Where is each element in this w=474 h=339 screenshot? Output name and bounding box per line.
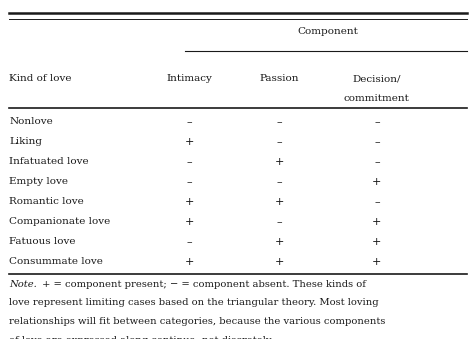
Text: Empty love: Empty love (9, 177, 68, 186)
Text: Romantic love: Romantic love (9, 197, 84, 206)
Text: Decision/: Decision/ (353, 74, 401, 83)
Text: Intimacy: Intimacy (167, 74, 212, 83)
Text: +: + (275, 157, 284, 167)
Text: Liking: Liking (9, 137, 43, 146)
Text: Kind of love: Kind of love (9, 74, 72, 83)
Text: +: + (275, 197, 284, 207)
Text: –: – (374, 117, 380, 127)
Text: –: – (277, 217, 283, 227)
Text: Infatuated love: Infatuated love (9, 157, 89, 166)
Text: +: + (372, 257, 382, 267)
Text: –: – (277, 177, 283, 187)
Text: +: + (372, 237, 382, 247)
Text: –: – (187, 117, 192, 127)
Text: +: + (185, 217, 194, 227)
Text: –: – (277, 137, 283, 147)
Text: +: + (372, 177, 382, 187)
Text: –: – (187, 177, 192, 187)
Text: –: – (187, 237, 192, 247)
Text: relationships will fit between categories, because the various components: relationships will fit between categorie… (9, 317, 386, 326)
Text: Note.: Note. (9, 280, 37, 289)
Text: –: – (277, 117, 283, 127)
Text: –: – (187, 157, 192, 167)
Text: –: – (374, 137, 380, 147)
Text: + = component present; − = component absent. These kinds of: + = component present; − = component abs… (39, 280, 366, 289)
Text: love represent limiting cases based on the triangular theory. Most loving: love represent limiting cases based on t… (9, 298, 379, 307)
Text: +: + (275, 257, 284, 267)
Text: Component: Component (298, 26, 359, 36)
Text: Companionate love: Companionate love (9, 217, 111, 226)
Text: +: + (185, 257, 194, 267)
Text: +: + (185, 197, 194, 207)
Text: Passion: Passion (260, 74, 300, 83)
Text: –: – (374, 157, 380, 167)
Text: Nonlove: Nonlove (9, 117, 53, 126)
Text: commitment: commitment (344, 94, 410, 103)
Text: –: – (374, 197, 380, 207)
Text: Fatuous love: Fatuous love (9, 237, 76, 246)
Text: of love are expressed along continua, not discretely.: of love are expressed along continua, no… (9, 336, 273, 339)
Text: +: + (372, 217, 382, 227)
Text: +: + (275, 237, 284, 247)
Text: Consummate love: Consummate love (9, 257, 103, 266)
Text: +: + (185, 137, 194, 147)
